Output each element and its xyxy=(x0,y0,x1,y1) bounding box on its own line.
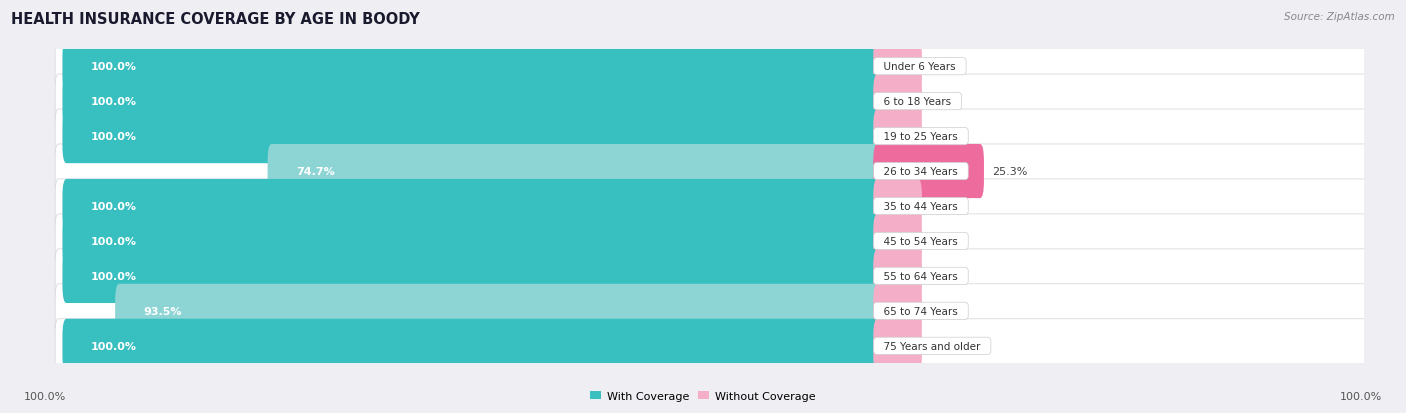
FancyBboxPatch shape xyxy=(873,75,922,129)
FancyBboxPatch shape xyxy=(62,40,882,94)
FancyBboxPatch shape xyxy=(55,40,1367,94)
Text: 25.3%: 25.3% xyxy=(993,166,1028,177)
Text: 100.0%: 100.0% xyxy=(91,202,136,211)
FancyBboxPatch shape xyxy=(873,180,922,233)
Text: 100.0%: 100.0% xyxy=(24,391,66,401)
Text: 0.0%: 0.0% xyxy=(929,62,959,72)
FancyBboxPatch shape xyxy=(873,214,922,268)
FancyBboxPatch shape xyxy=(873,145,984,199)
Text: 0.0%: 0.0% xyxy=(929,132,959,142)
Legend: With Coverage, Without Coverage: With Coverage, Without Coverage xyxy=(586,386,820,405)
Text: 100.0%: 100.0% xyxy=(91,236,136,247)
Text: Source: ZipAtlas.com: Source: ZipAtlas.com xyxy=(1284,12,1395,22)
FancyBboxPatch shape xyxy=(873,249,922,303)
Text: 100.0%: 100.0% xyxy=(91,62,136,72)
FancyBboxPatch shape xyxy=(873,110,922,164)
FancyBboxPatch shape xyxy=(55,110,1367,164)
FancyBboxPatch shape xyxy=(55,214,1367,268)
Text: 0.0%: 0.0% xyxy=(929,271,959,281)
FancyBboxPatch shape xyxy=(62,214,882,268)
FancyBboxPatch shape xyxy=(55,75,1367,129)
FancyBboxPatch shape xyxy=(267,145,882,199)
Text: 6 to 18 Years: 6 to 18 Years xyxy=(877,97,957,107)
FancyBboxPatch shape xyxy=(55,284,1367,338)
Text: 0.0%: 0.0% xyxy=(929,236,959,247)
Text: 26 to 34 Years: 26 to 34 Years xyxy=(877,166,965,177)
Text: 0.0%: 0.0% xyxy=(929,97,959,107)
FancyBboxPatch shape xyxy=(115,284,882,338)
FancyBboxPatch shape xyxy=(62,249,882,303)
Text: 19 to 25 Years: 19 to 25 Years xyxy=(877,132,965,142)
Text: 100.0%: 100.0% xyxy=(91,97,136,107)
FancyBboxPatch shape xyxy=(55,319,1367,373)
FancyBboxPatch shape xyxy=(62,75,882,129)
Text: 75 Years and older: 75 Years and older xyxy=(877,341,987,351)
Text: 0.0%: 0.0% xyxy=(929,341,959,351)
Text: HEALTH INSURANCE COVERAGE BY AGE IN BOODY: HEALTH INSURANCE COVERAGE BY AGE IN BOOD… xyxy=(11,12,420,27)
Text: 55 to 64 Years: 55 to 64 Years xyxy=(877,271,965,281)
Text: 93.5%: 93.5% xyxy=(143,306,181,316)
FancyBboxPatch shape xyxy=(873,319,922,373)
Text: Under 6 Years: Under 6 Years xyxy=(877,62,963,72)
Text: 0.0%: 0.0% xyxy=(929,202,959,211)
Text: 45 to 54 Years: 45 to 54 Years xyxy=(877,236,965,247)
FancyBboxPatch shape xyxy=(873,284,922,338)
FancyBboxPatch shape xyxy=(62,180,882,233)
Text: 100.0%: 100.0% xyxy=(91,132,136,142)
Text: 74.7%: 74.7% xyxy=(297,166,335,177)
Text: 100.0%: 100.0% xyxy=(1340,391,1382,401)
Text: 100.0%: 100.0% xyxy=(91,271,136,281)
Text: 65 to 74 Years: 65 to 74 Years xyxy=(877,306,965,316)
FancyBboxPatch shape xyxy=(62,110,882,164)
Text: 35 to 44 Years: 35 to 44 Years xyxy=(877,202,965,211)
Text: 6.5%: 6.5% xyxy=(929,306,959,316)
FancyBboxPatch shape xyxy=(62,319,882,373)
FancyBboxPatch shape xyxy=(55,180,1367,233)
FancyBboxPatch shape xyxy=(55,145,1367,199)
FancyBboxPatch shape xyxy=(873,40,922,94)
Text: 100.0%: 100.0% xyxy=(91,341,136,351)
FancyBboxPatch shape xyxy=(55,249,1367,303)
